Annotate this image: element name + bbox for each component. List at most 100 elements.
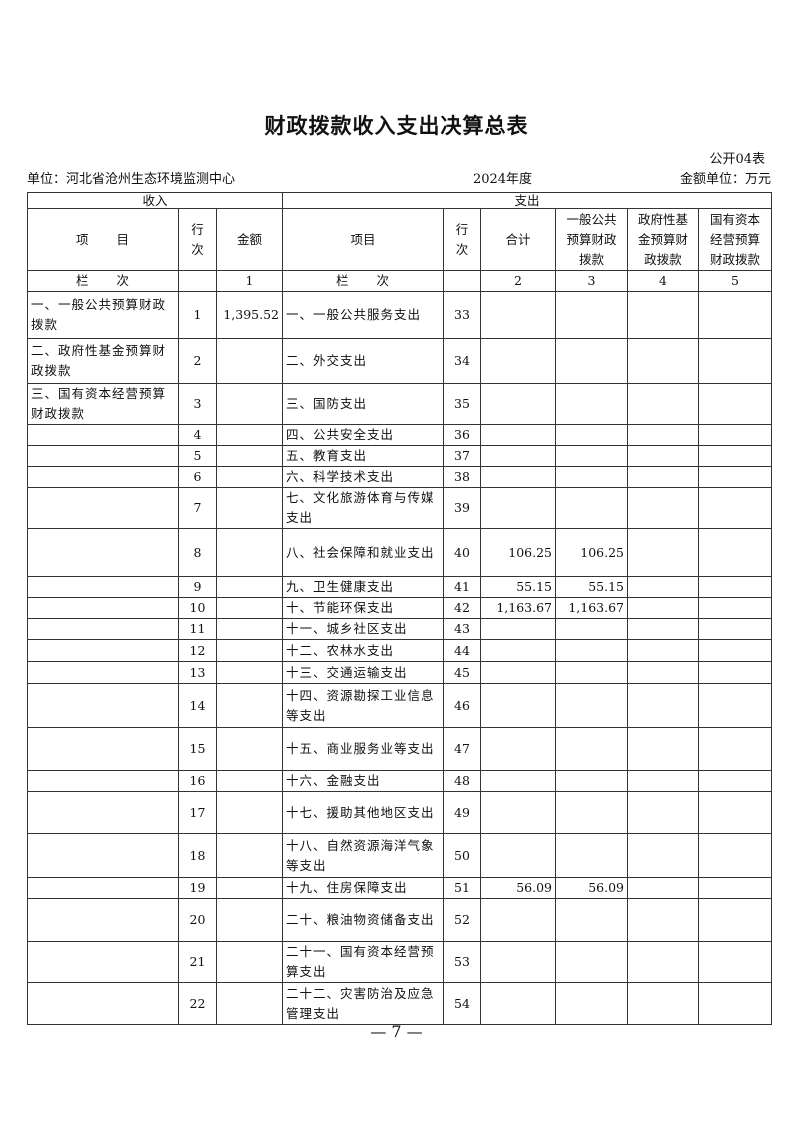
income-item: [27, 941, 179, 983]
unit-label: 单位：河北省沧州生态环境监测中心: [27, 172, 236, 187]
table-row: 11 十一、城乡社区支出 43: [27, 618, 772, 640]
income-row-no: 16: [178, 770, 217, 792]
state-capital-amount: [698, 982, 772, 1025]
year-label: 2024年度: [472, 172, 533, 187]
empty-cell: [443, 270, 481, 292]
table-row: 19 十九、住房保障支出 51 56.09 56.09: [27, 877, 772, 899]
income-row-no: 5: [178, 445, 217, 467]
budget-table: 收入 支出 项 目 行次 金额 项目 行次 合计 一般公共预算财政拨款 政府性基…: [27, 192, 772, 1025]
income-item: 一、一般公共预算财政拨款: [27, 291, 179, 339]
total-amount: [480, 661, 556, 684]
expense-item: 十七、援助其他地区支出: [282, 791, 444, 834]
total-amount: [480, 982, 556, 1025]
income-row-no: 1: [178, 291, 217, 339]
general-budget-amount: [555, 383, 628, 425]
state-capital-amount: [698, 661, 772, 684]
expense-item: 十三、交通运输支出: [282, 661, 444, 684]
expense-row-no: 52: [443, 898, 481, 942]
income-amount: [216, 941, 283, 983]
state-capital-amount: [698, 466, 772, 488]
income-amount: [216, 898, 283, 942]
expense-item: 十八、自然资源海洋气象等支出: [282, 833, 444, 878]
income-amount: [216, 982, 283, 1025]
general-budget-header: 一般公共预算财政拨款: [555, 208, 628, 271]
income-amount: [216, 618, 283, 640]
income-item: [27, 833, 179, 878]
state-capital-amount: [698, 528, 772, 577]
total-amount: 56.09: [480, 877, 556, 899]
state-capital-amount: [698, 833, 772, 878]
state-capital-amount: [698, 791, 772, 834]
expense-row-no: 33: [443, 291, 481, 339]
total-amount: [480, 639, 556, 662]
income-amount: [216, 383, 283, 425]
gov-fund-amount: [627, 424, 699, 446]
expense-row-no: 41: [443, 576, 481, 598]
income-row-no: 8: [178, 528, 217, 577]
income-row-no: 6: [178, 466, 217, 488]
income-row-no: 3: [178, 383, 217, 425]
expense-row-no: 42: [443, 597, 481, 619]
total-amount: [480, 424, 556, 446]
expense-row-no: 45: [443, 661, 481, 684]
general-budget-amount: [555, 727, 628, 771]
income-item: [27, 898, 179, 942]
general-budget-amount: [555, 291, 628, 339]
gov-fund-amount: [627, 445, 699, 467]
empty-cell: [178, 270, 217, 292]
income-row-no: 2: [178, 338, 217, 384]
gov-fund-amount: [627, 597, 699, 619]
gov-fund-amount: [627, 291, 699, 339]
income-amount: 1,395.52: [216, 291, 283, 339]
income-amount: [216, 445, 283, 467]
income-item: [27, 661, 179, 684]
general-budget-amount: [555, 424, 628, 446]
general-budget-amount: [555, 770, 628, 792]
income-amount: [216, 639, 283, 662]
table-row: 20 二十、粮油物资储备支出 52: [27, 898, 772, 942]
column-label: 栏 次: [27, 270, 179, 292]
income-item: [27, 639, 179, 662]
state-capital-amount: [698, 727, 772, 771]
expense-row-no: 39: [443, 487, 481, 529]
income-row-no: 22: [178, 982, 217, 1025]
page-title: 财政拨款收入支出决算总表: [264, 113, 529, 138]
table-row: 17 十七、援助其他地区支出 49: [27, 791, 772, 834]
expense-item: 六、科学技术支出: [282, 466, 444, 488]
state-capital-amount: [698, 487, 772, 529]
total-amount: [480, 618, 556, 640]
gov-fund-amount: [627, 383, 699, 425]
gov-fund-amount: [627, 528, 699, 577]
expense-item-header: 项目: [282, 208, 444, 271]
general-budget-amount: [555, 487, 628, 529]
expense-item: 八、社会保障和就业支出: [282, 528, 444, 577]
income-row-no: 15: [178, 727, 217, 771]
general-budget-amount: [555, 618, 628, 640]
total-header: 合计: [480, 208, 556, 271]
state-capital-header: 国有资本经营预算财政拨款: [698, 208, 772, 271]
income-amount: [216, 661, 283, 684]
expense-row-no: 50: [443, 833, 481, 878]
income-amount: [216, 770, 283, 792]
expense-item: 十一、城乡社区支出: [282, 618, 444, 640]
income-amount: [216, 683, 283, 728]
income-item: [27, 770, 179, 792]
expense-item: 十五、商业服务业等支出: [282, 727, 444, 771]
state-capital-amount: [698, 683, 772, 728]
general-budget-amount: 1,163.67: [555, 597, 628, 619]
income-amount: [216, 466, 283, 488]
income-row-no: 10: [178, 597, 217, 619]
income-item: [27, 683, 179, 728]
general-budget-amount: [555, 466, 628, 488]
income-amount: [216, 727, 283, 771]
currency-unit-label: 金额单位：万元: [679, 172, 771, 187]
expense-column-label: 栏 次: [282, 270, 444, 292]
expense-row-no: 35: [443, 383, 481, 425]
total-amount: [480, 338, 556, 384]
total-amount: 1,163.67: [480, 597, 556, 619]
expense-item: 十六、金融支出: [282, 770, 444, 792]
income-item: [27, 528, 179, 577]
total-amount: [480, 727, 556, 771]
expense-item: 二十一、国有资本经营预算支出: [282, 941, 444, 983]
gov-fund-amount: [627, 791, 699, 834]
